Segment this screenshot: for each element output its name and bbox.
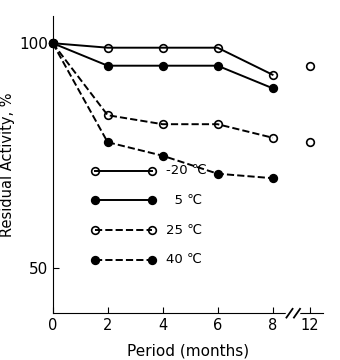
- Text: -20 ℃: -20 ℃: [166, 164, 207, 177]
- Y-axis label: Residual Activity, %: Residual Activity, %: [0, 93, 15, 237]
- Text: 25 ℃: 25 ℃: [166, 224, 202, 237]
- Text: Period (months): Period (months): [127, 343, 249, 358]
- Text: 5 ℃: 5 ℃: [166, 194, 202, 207]
- Text: 40 ℃: 40 ℃: [166, 253, 202, 266]
